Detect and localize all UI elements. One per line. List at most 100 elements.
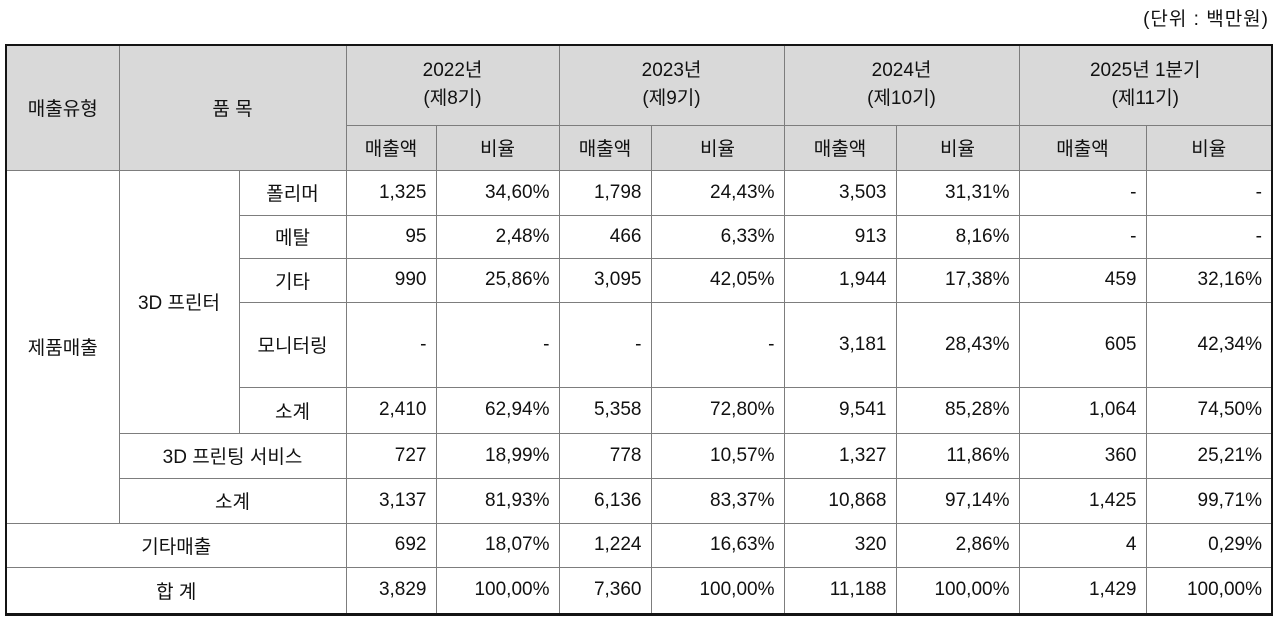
col-header-ratio-2024: 비율	[895, 124, 1020, 171]
cell-product-subtotal-2022-amount: 3,137	[345, 477, 437, 524]
cell-product-subtotal-2024-ratio: 97,14%	[895, 477, 1020, 524]
cell-other-2022-amount: 692	[345, 522, 437, 568]
col-header-year-2025q1: 2025년 1분기 (제11기)	[1018, 44, 1273, 126]
row-label-etc: 기타	[238, 257, 347, 303]
cell-polymer-2023-ratio: 24,43%	[650, 169, 785, 216]
cell-etc-2022-ratio: 25,86%	[435, 257, 560, 303]
cell-total-2024-ratio: 100,00%	[895, 566, 1020, 615]
cell-total-2023-amount: 7,360	[558, 566, 652, 615]
cell-monitoring-2022-amount: -	[345, 301, 437, 388]
cell-printer-subtotal-2024-ratio: 85,28%	[895, 386, 1020, 434]
cell-product-subtotal-2024-amount: 10,868	[783, 477, 897, 524]
col-header-amount-2023: 매출액	[558, 124, 652, 171]
cell-printer-subtotal-2022-ratio: 62,94%	[435, 386, 560, 434]
header-row-measures: 매출액 비율 매출액 비율 매출액 비율 매출액 비율	[6, 124, 1273, 171]
row-label-product-subtotal: 소계	[118, 477, 347, 524]
year-2022-subtitle: (제8기)	[423, 88, 482, 110]
row-other-sales: 기타매출 692 18,07% 1,224 16,63% 320 2,86% 4…	[5, 522, 1273, 568]
col-header-amount-2024: 매출액	[783, 124, 897, 171]
col-header-ratio-2025q1: 비율	[1145, 124, 1273, 171]
row-label-printing-service: 3D 프린팅 서비스	[118, 432, 347, 479]
cell-printer-subtotal-2023-amount: 5,358	[558, 386, 652, 434]
unit-label: (단위 : 백만원)	[1143, 9, 1269, 30]
cell-service-2022-ratio: 18,99%	[435, 432, 560, 479]
cell-monitoring-2023-ratio: -	[650, 301, 785, 388]
cell-polymer-2024-amount: 3,503	[783, 169, 897, 216]
group-label-3d-printer: 3D 프린터	[118, 169, 240, 434]
cell-polymer-2025q1-ratio: -	[1145, 169, 1273, 216]
year-2025q1-title: 2025년 1분기	[1089, 60, 1201, 82]
cell-metal-2024-ratio: 8,16%	[895, 214, 1020, 259]
cell-metal-2022-ratio: 2,48%	[435, 214, 560, 259]
cell-other-2025q1-ratio: 0,29%	[1145, 522, 1273, 568]
cell-metal-2024-amount: 913	[783, 214, 897, 259]
cell-service-2024-ratio: 11,86%	[895, 432, 1020, 479]
cell-other-2024-ratio: 2,86%	[895, 522, 1020, 568]
year-2025q1-subtitle: (제11기)	[1111, 88, 1179, 110]
cell-polymer-2025q1-amount: -	[1018, 169, 1147, 216]
year-2023-title: 2023년	[641, 60, 702, 82]
year-2023-subtitle: (제9기)	[642, 88, 701, 110]
row-etc: 기타 990 25,86% 3,095 42,05% 1,944 17,38% …	[6, 257, 1273, 303]
col-header-ratio-2023: 비율	[650, 124, 785, 171]
col-header-amount-2025q1: 매출액	[1018, 124, 1147, 171]
cell-total-2025q1-ratio: 100,00%	[1145, 566, 1273, 615]
cell-etc-2025q1-ratio: 32,16%	[1145, 257, 1273, 303]
year-2022-title: 2022년	[422, 60, 483, 82]
cell-service-2024-amount: 1,327	[783, 432, 897, 479]
row-label-metal: 메탈	[238, 214, 347, 259]
cell-total-2022-amount: 3,829	[345, 566, 437, 615]
row-printing-service: 3D 프린팅 서비스 727 18,99% 778 10,57% 1,327 1…	[6, 432, 1273, 479]
col-header-item: 품 목	[118, 44, 347, 171]
row-label-printer-subtotal: 소계	[238, 386, 347, 434]
row-metal: 메탈 95 2,48% 466 6,33% 913 8,16% - -	[6, 214, 1273, 259]
col-header-amount-2022: 매출액	[345, 124, 437, 171]
revenue-breakdown-table: 매출유형 품 목 2022년 (제8기) 2023년 (제9기) 2024년 (…	[5, 44, 1273, 616]
row-label-grand-total: 합 계	[5, 566, 347, 615]
cell-printer-subtotal-2025q1-amount: 1,064	[1018, 386, 1147, 434]
cell-other-2024-amount: 320	[783, 522, 897, 568]
cell-product-subtotal-2025q1-ratio: 99,71%	[1145, 477, 1273, 524]
cell-total-2024-amount: 11,188	[783, 566, 897, 615]
cell-service-2025q1-ratio: 25,21%	[1145, 432, 1273, 479]
cell-monitoring-2025q1-amount: 605	[1018, 301, 1147, 388]
cell-metal-2023-amount: 466	[558, 214, 652, 259]
cell-polymer-2022-ratio: 34,60%	[435, 169, 560, 216]
cell-polymer-2022-amount: 1,325	[345, 169, 437, 216]
cell-polymer-2023-amount: 1,798	[558, 169, 652, 216]
cell-printer-subtotal-2025q1-ratio: 74,50%	[1145, 386, 1273, 434]
col-header-year-2023: 2023년 (제9기)	[558, 44, 785, 126]
cell-etc-2023-amount: 3,095	[558, 257, 652, 303]
row-label-other-sales: 기타매출	[5, 522, 347, 568]
cell-service-2023-ratio: 10,57%	[650, 432, 785, 479]
cell-metal-2023-ratio: 6,33%	[650, 214, 785, 259]
cell-etc-2024-amount: 1,944	[783, 257, 897, 303]
row-product-subtotal: 소계 3,137 81,93% 6,136 83,37% 10,868 97,1…	[6, 477, 1273, 524]
year-2024-subtitle: (제10기)	[867, 88, 936, 110]
cell-product-subtotal-2023-ratio: 83,37%	[650, 477, 785, 524]
row-polymer: 제품매출 3D 프린터 폴리머 1,325 34,60% 1,798 24,43…	[5, 169, 1273, 524]
cell-printer-subtotal-2023-ratio: 72,80%	[650, 386, 785, 434]
cell-other-2023-amount: 1,224	[558, 522, 652, 568]
cell-total-2023-ratio: 100,00%	[650, 566, 785, 615]
cell-etc-2025q1-amount: 459	[1018, 257, 1147, 303]
col-header-ratio-2022: 비율	[435, 124, 560, 171]
cell-monitoring-2025q1-ratio: 42,34%	[1145, 301, 1273, 388]
col-header-year-2024: 2024년 (제10기)	[783, 44, 1020, 126]
cell-monitoring-2024-amount: 3,181	[783, 301, 897, 388]
cell-other-2022-ratio: 18,07%	[435, 522, 560, 568]
group-label-product-sales: 제품매출	[5, 169, 120, 524]
cell-etc-2024-ratio: 17,38%	[895, 257, 1020, 303]
row-label-monitoring: 모니터링	[238, 301, 347, 388]
row-grand-total: 합 계 3,829 100,00% 7,360 100,00% 11,188 1…	[5, 566, 1273, 615]
cell-metal-2025q1-ratio: -	[1145, 214, 1273, 259]
row-label-polymer: 폴리머	[238, 169, 347, 216]
cell-product-subtotal-2023-amount: 6,136	[558, 477, 652, 524]
cell-service-2022-amount: 727	[345, 432, 437, 479]
cell-service-2023-amount: 778	[558, 432, 652, 479]
cell-metal-2025q1-amount: -	[1018, 214, 1147, 259]
cell-service-2025q1-amount: 360	[1018, 432, 1147, 479]
cell-product-subtotal-2025q1-amount: 1,425	[1018, 477, 1147, 524]
header-row-years: 매출유형 품 목 2022년 (제8기) 2023년 (제9기) 2024년 (…	[5, 44, 1273, 171]
